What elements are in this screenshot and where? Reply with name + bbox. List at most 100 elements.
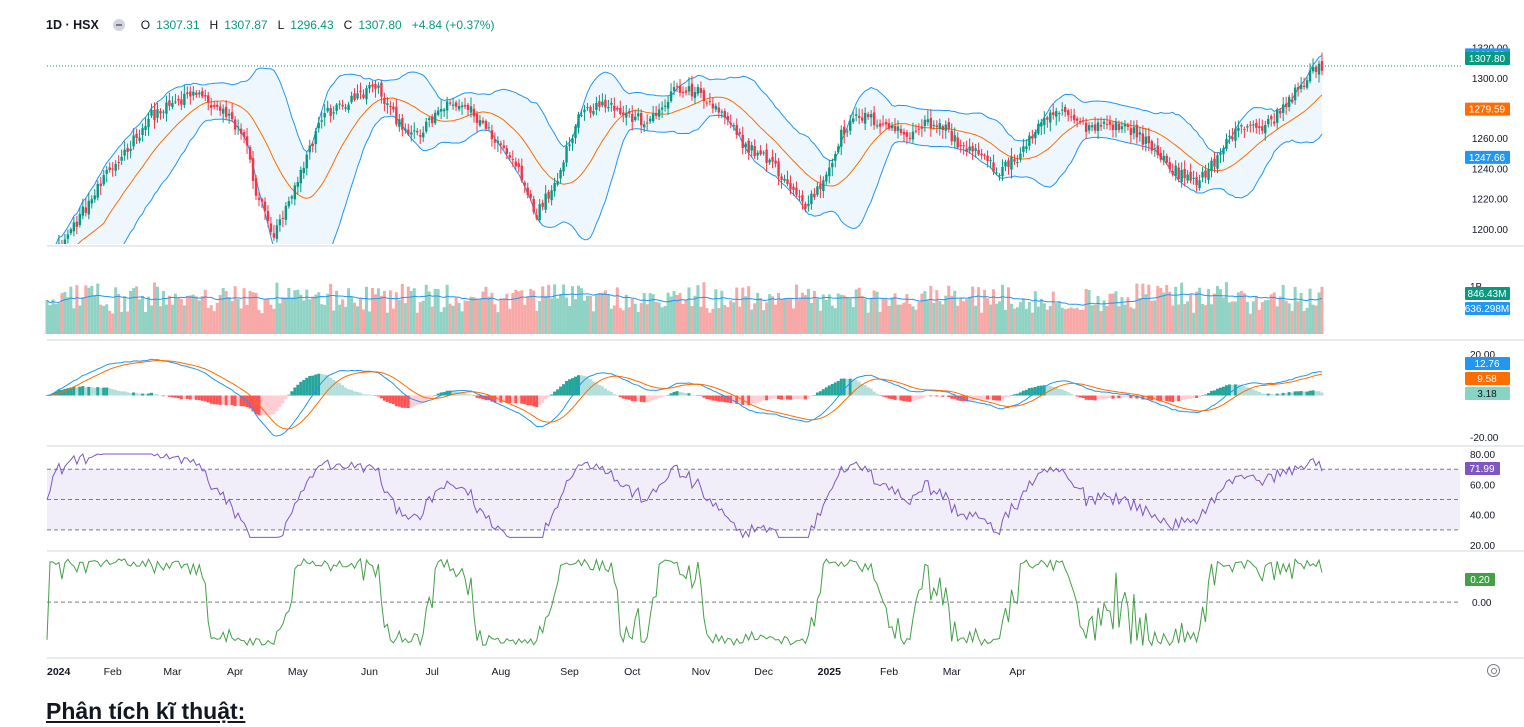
volume-bar	[612, 305, 616, 334]
x-axis-label: 2024	[47, 666, 71, 678]
candle-body	[768, 159, 771, 163]
volume-bar	[1093, 304, 1097, 334]
volume-bar	[768, 294, 772, 334]
macd-histogram-bar	[236, 395, 240, 406]
macd-histogram-bar	[51, 393, 55, 396]
candle-body	[571, 138, 574, 144]
volume-bar	[481, 291, 485, 334]
volume-bar	[173, 293, 177, 334]
volume-bar	[597, 292, 601, 334]
macd-histogram-bar	[532, 395, 536, 407]
candle-body	[425, 121, 428, 132]
volume-bar	[427, 291, 431, 334]
candle-body	[269, 223, 273, 232]
candle-body	[798, 196, 801, 198]
macd-histogram-bar	[768, 395, 772, 400]
volume-bar	[1204, 305, 1208, 334]
eye-icon[interactable]	[112, 19, 125, 31]
volume-bar	[797, 299, 801, 334]
candle-body	[210, 104, 213, 108]
macd-histogram-bar	[1051, 386, 1055, 396]
volume-bar	[556, 298, 560, 334]
high-value: 1307.87	[224, 18, 268, 32]
macd-histogram-bar	[514, 395, 518, 404]
chart-area[interactable]: 1200.001220.001240.001260.001280.001300.…	[0, 0, 1524, 690]
macd-histogram-bar	[780, 395, 784, 400]
candle-body	[1222, 148, 1225, 155]
candle-body	[750, 145, 753, 151]
candle-body	[1299, 84, 1303, 90]
volume-bar	[1003, 309, 1007, 334]
candle-body	[1183, 168, 1186, 179]
macd-histogram-bar	[932, 395, 936, 397]
candle-body	[1138, 132, 1142, 135]
candle-body	[905, 132, 909, 137]
macd-histogram-bar	[275, 395, 279, 412]
candle-body	[666, 101, 670, 109]
volume-bar	[1198, 287, 1202, 334]
macd-histogram-bar	[167, 395, 171, 397]
candle-body	[1123, 124, 1127, 127]
macd-histogram-bar	[1156, 395, 1160, 401]
macd-histogram-bar	[224, 395, 228, 406]
volume-bar	[732, 302, 736, 334]
candle-body	[183, 93, 186, 105]
candle-body	[171, 102, 174, 107]
settings-icon[interactable]	[1487, 664, 1500, 677]
signal-line	[46, 360, 1323, 430]
candle-body	[436, 110, 440, 115]
macd-histogram-bar	[356, 391, 360, 396]
macd-histogram-bar	[1257, 391, 1261, 396]
volume-bar	[209, 305, 213, 334]
volume-bar	[329, 283, 333, 334]
candle-body	[335, 104, 338, 111]
volume-bar	[630, 298, 634, 334]
candle-body	[687, 86, 691, 92]
candle-body	[744, 143, 747, 148]
volume-bar	[287, 287, 291, 334]
volume-bar	[974, 305, 978, 334]
macd-histogram-bar	[594, 382, 598, 396]
macd-histogram-bar	[684, 393, 688, 396]
candle-body	[541, 202, 544, 207]
candle-body	[61, 246, 63, 248]
candle-body	[454, 102, 458, 107]
candle-body	[81, 206, 85, 216]
macd-histogram-bar	[914, 395, 918, 401]
candle-body	[535, 215, 538, 219]
macd-histogram-bar	[1123, 395, 1127, 398]
macd-histogram-bar	[460, 392, 464, 396]
volume-bar	[627, 307, 631, 334]
macd-histogram-bar	[923, 395, 927, 397]
candle-body	[992, 162, 995, 172]
volume-bar	[606, 294, 610, 334]
volume-bar	[1006, 287, 1010, 334]
macd-histogram-bar	[78, 386, 82, 396]
volume-bar	[263, 299, 267, 334]
symbol-label[interactable]: 1D · HSX	[46, 18, 99, 32]
volume-bar	[1207, 289, 1211, 334]
candle-body	[547, 191, 550, 199]
candle-body	[1049, 112, 1052, 123]
candle-body	[416, 130, 419, 133]
volume-bar	[1165, 284, 1169, 334]
macd-histogram-bar	[774, 395, 778, 399]
candle-body	[852, 118, 855, 123]
candle-body	[114, 163, 117, 171]
macd-histogram-bar	[1159, 395, 1163, 402]
volume-bar	[385, 312, 389, 334]
volume-bar	[833, 308, 837, 334]
volume-bar	[1284, 300, 1288, 334]
candle-body	[347, 104, 350, 110]
volume-bar	[791, 308, 795, 334]
macd-histogram-bar	[1090, 395, 1094, 400]
candle-body	[995, 172, 998, 174]
macd-histogram-bar	[105, 387, 109, 396]
macd-histogram-bar	[367, 394, 371, 396]
macd-histogram-bar	[141, 393, 145, 396]
macd-histogram-bar	[1078, 395, 1082, 398]
macd-histogram-bar	[812, 394, 816, 396]
volume-bar	[281, 297, 285, 334]
candle-body	[1037, 123, 1040, 134]
volume-bar	[1150, 300, 1154, 334]
